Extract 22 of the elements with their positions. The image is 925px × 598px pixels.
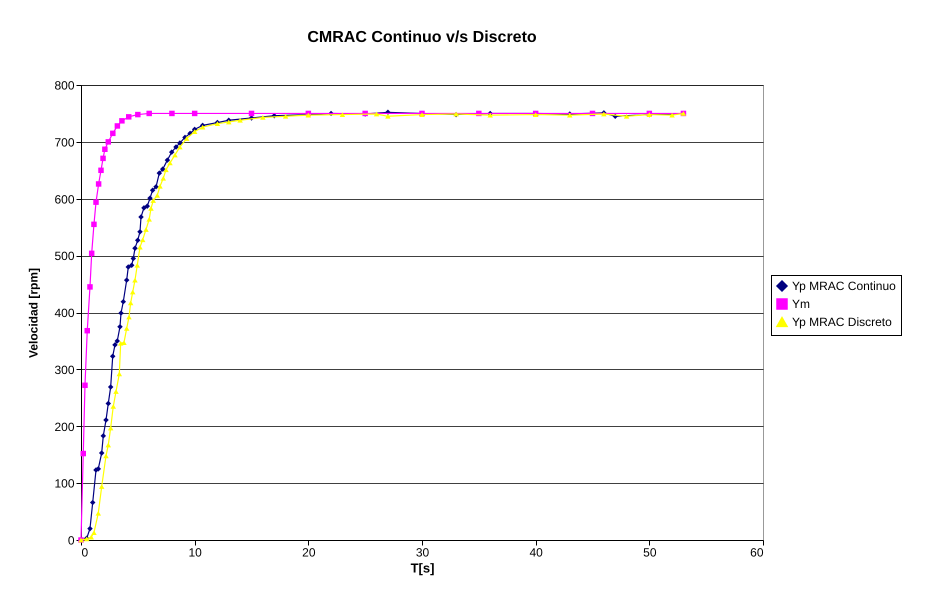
- legend-label: Yp MRAC Continuo: [792, 279, 896, 293]
- y-tick-label: 0: [68, 534, 75, 548]
- x-tick-label: 20: [302, 546, 316, 560]
- chart-title: CMRAC Continuo v/s Discreto: [307, 29, 537, 46]
- y-tick-label: 800: [54, 78, 75, 92]
- x-axis-title: T[s]: [410, 560, 434, 576]
- x-tick-label: 40: [529, 546, 544, 560]
- legend-label: Yp MRAC Discreto: [792, 315, 892, 329]
- y-tick-label: 200: [54, 420, 75, 434]
- y-axis-title: Velocidad [rpm]: [26, 268, 40, 358]
- y-tick-label: 600: [54, 192, 75, 206]
- y-tick-label: 400: [54, 306, 75, 320]
- legend-label: Ym: [792, 297, 810, 311]
- x-tick-label: 0: [82, 546, 88, 560]
- x-tick-label: 50: [643, 546, 657, 560]
- y-tick-label: 700: [54, 135, 75, 150]
- x-tick-label: 30: [416, 546, 430, 560]
- y-tick-label: 500: [54, 249, 75, 264]
- y-tick-label: 100: [54, 476, 75, 491]
- x-tick-label: 60: [750, 546, 764, 560]
- x-tick-label: 10: [188, 546, 202, 560]
- y-tick-label: 300: [54, 362, 75, 377]
